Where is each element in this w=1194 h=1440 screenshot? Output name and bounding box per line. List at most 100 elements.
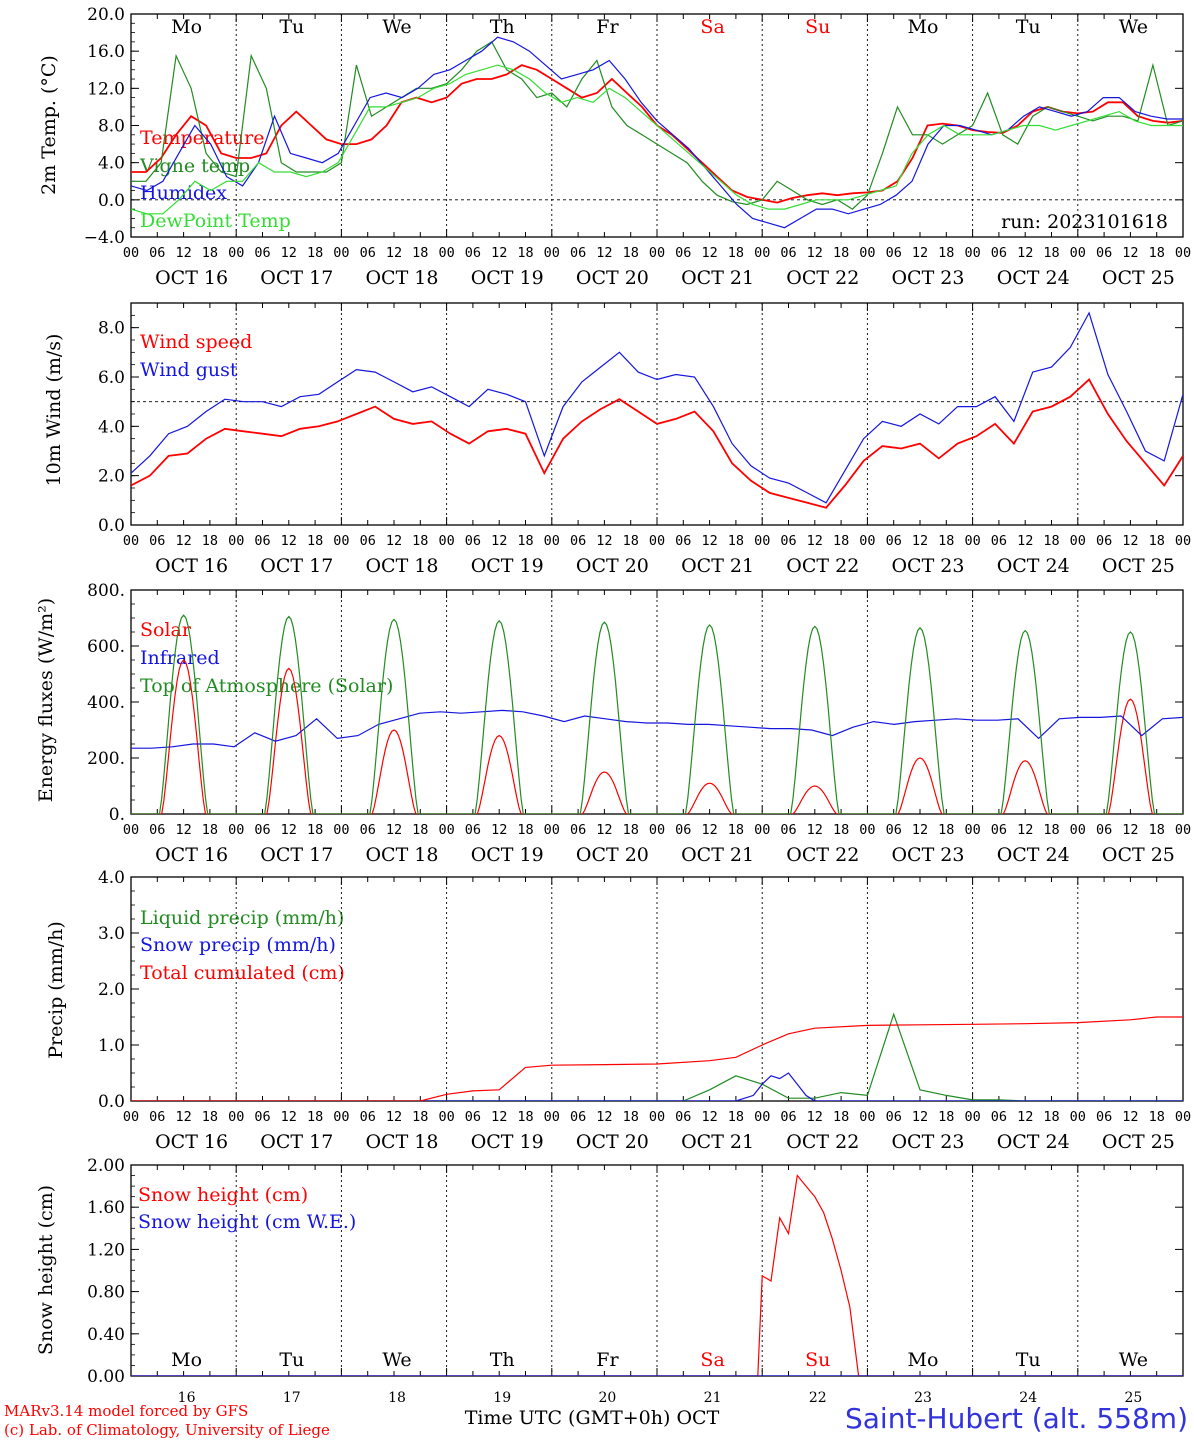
energy-panel: Energy fluxes (W/m²) Solar Infrared Top … [35,581,1191,866]
hour-tick-label: 18 [1043,245,1059,261]
series-line-liquid-precip-mm-h [131,1012,1183,1101]
hour-tick-label: 06 [570,1109,586,1125]
legend-dewpoint: DewPoint Temp [140,210,291,232]
hour-tick-label: 06 [360,1109,376,1125]
y-tick-label: 0.0 [98,516,125,536]
date-label: OCT 19 [471,1131,544,1153]
date-label: OCT 20 [576,844,649,866]
hour-tick-label: 12 [807,533,823,549]
hour-tick-label: 00 [1175,1109,1191,1125]
date-label: OCT 21 [681,267,754,289]
hour-tick-label: 18 [1043,1109,1059,1125]
hour-tick-label: 18 [728,1109,744,1125]
date-label: OCT 22 [786,555,859,577]
hour-tick-label: 06 [254,1109,270,1125]
hour-tick-label: 00 [964,1109,980,1125]
weekday-label: Tu [279,16,304,38]
legend-snow-height-we: Snow height (cm W.E.) [138,1211,356,1233]
hour-tick-label: 06 [675,245,691,261]
hour-tick-label: 12 [175,533,191,549]
y-tick-label: 4.0 [98,154,125,174]
hour-tick-label: 18 [517,1109,533,1125]
date-label: OCT 17 [260,844,333,866]
y-tick-label: 400. [87,693,125,713]
hour-tick-label: 06 [254,822,270,838]
hour-tick-label: 00 [1175,245,1191,261]
hour-tick-label: 18 [1043,822,1059,838]
hour-tick-label: 18 [938,533,954,549]
time-axis-label: Time UTC (GMT+0h) OCT [465,1407,720,1429]
hour-tick-label: 00 [228,822,244,838]
y-tick-label: 0.40 [87,1325,125,1345]
hour-tick-label: 18 [307,822,323,838]
hour-tick-label: 18 [412,533,428,549]
hour-tick-label: 06 [465,245,481,261]
date-label: OCT 18 [365,267,438,289]
hour-tick-label: 06 [570,245,586,261]
hour-tick-label: 18 [307,533,323,549]
hour-tick-label: 00 [754,245,770,261]
date-label: OCT 16 [155,1131,228,1153]
hour-tick-label: 18 [728,533,744,549]
date-label: OCT 19 [471,267,544,289]
hour-tick-label: 12 [701,245,717,261]
hour-tick-label: 06 [991,245,1007,261]
y-tick-label: 1.0 [98,1036,125,1056]
series-line-total-cumulated-cm [131,1016,1183,1101]
hour-tick-label: 12 [912,1109,928,1125]
y-tick-label: 0.00 [87,1367,125,1387]
hour-tick-label: 00 [964,533,980,549]
hour-tick-label: 18 [307,1109,323,1125]
weekday-label: Fr [596,16,619,38]
weekday-label: Th [490,16,515,38]
precip-panel: Precip (mm/h) Liquid precip (mm/h) Snow … [45,868,1191,1153]
y-tick-label: 3.0 [98,924,125,944]
hour-tick-label: 12 [175,245,191,261]
hour-tick-label: 00 [754,1109,770,1125]
legend-vigne-temp: Vigne temp [139,155,250,177]
hour-tick-label: 00 [123,245,139,261]
hour-tick-label: 18 [623,1109,639,1125]
snow-panel: Snow height (cm) Snow height (cm) Snow h… [35,1156,1184,1406]
hour-tick-label: 00 [1175,533,1191,549]
hour-tick-label: 06 [465,822,481,838]
y-tick-label: 4.0 [98,417,125,437]
hour-tick-label: 00 [1175,822,1191,838]
hour-tick-label: 00 [1070,1109,1086,1125]
hour-tick-label: 06 [465,1109,481,1125]
hour-tick-label: 18 [517,533,533,549]
hour-tick-label: 12 [1122,1109,1138,1125]
y-tick-label: 8.0 [98,117,125,137]
date-label: OCT 22 [786,844,859,866]
footer: MARv3.14 model forced by GFS (c) Lab. of… [4,1402,1188,1439]
date-label: OCT 25 [1102,267,1175,289]
hour-tick-label: 12 [701,1109,717,1125]
hour-tick-label: 18 [1149,1109,1165,1125]
hour-tick-label: 18 [938,1109,954,1125]
y-tick-label: 0. [109,805,125,825]
hour-tick-label: 18 [1149,533,1165,549]
series-line-infrared [131,709,1183,749]
hour-tick-label: 00 [123,533,139,549]
hour-tick-label: 00 [333,1109,349,1125]
lab-credit: (c) Lab. of Climatology, University of L… [4,1421,330,1439]
hour-tick-label: 12 [491,533,507,549]
hour-tick-label: 18 [202,533,218,549]
hour-tick-label: 18 [833,533,849,549]
hour-tick-label: 12 [596,822,612,838]
hour-tick-label: 06 [360,245,376,261]
hour-tick-label: 00 [859,1109,875,1125]
hour-tick-label: 00 [333,822,349,838]
hour-tick-label: 12 [596,245,612,261]
day-number-label: 23 [914,1390,932,1406]
series-line-top-of-atmosphere-solar [131,614,1183,814]
hour-tick-label: 18 [517,245,533,261]
weekday-label: Tu [279,1349,304,1371]
y-tick-label: 12.0 [87,79,125,99]
date-label: OCT 24 [997,844,1070,866]
hour-tick-label: 00 [333,533,349,549]
hour-tick-label: 12 [175,1109,191,1125]
series-line-wind-speed [131,378,1183,509]
hour-tick-label: 06 [149,245,165,261]
